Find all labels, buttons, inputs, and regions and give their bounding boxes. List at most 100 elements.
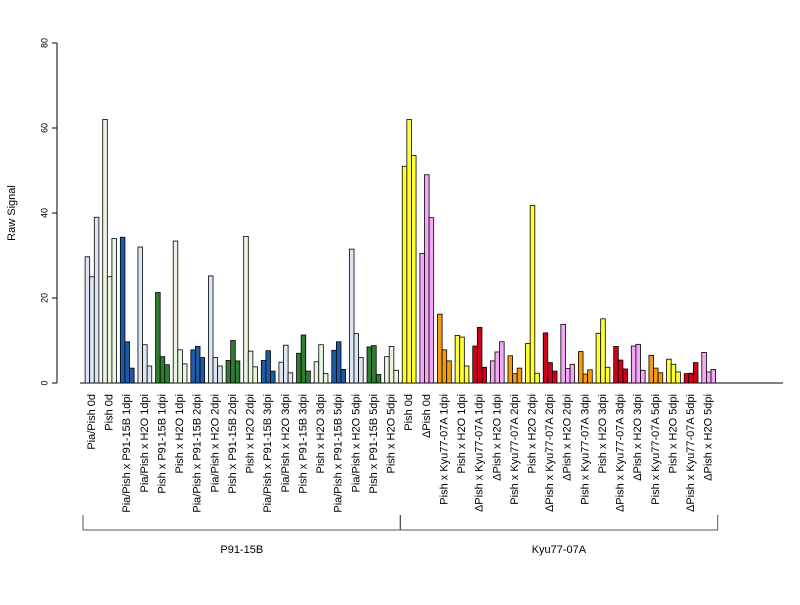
bar bbox=[424, 174, 430, 384]
bar bbox=[542, 332, 549, 384]
bar bbox=[595, 332, 602, 384]
bar bbox=[587, 369, 593, 384]
bar bbox=[411, 155, 417, 384]
category-label: Pia/Pish x P91-15B 2dpi bbox=[192, 394, 204, 513]
category-label: ΔPish x H2O 5dpi bbox=[703, 394, 715, 481]
category-label: Pish x P91-15B 3dpi bbox=[297, 394, 309, 494]
bar bbox=[358, 357, 364, 384]
bar bbox=[489, 360, 496, 384]
category-label: ΔPish x H2O 1dpi bbox=[491, 394, 503, 481]
bar bbox=[243, 235, 249, 384]
bar bbox=[300, 334, 307, 384]
bar bbox=[119, 236, 126, 384]
bar bbox=[318, 344, 324, 384]
bar bbox=[388, 346, 395, 384]
bar bbox=[155, 292, 161, 384]
bar bbox=[516, 367, 523, 384]
bar bbox=[547, 362, 553, 384]
group-brackets: P91-15B Kyu77-07A bbox=[82, 515, 719, 556]
bar bbox=[177, 349, 183, 384]
bar bbox=[283, 344, 289, 384]
bar bbox=[582, 373, 589, 384]
bar bbox=[287, 372, 294, 384]
bar bbox=[225, 360, 232, 384]
bar bbox=[260, 360, 267, 384]
bar bbox=[142, 344, 148, 384]
category-label: Pish x H2O 2dpi bbox=[527, 394, 539, 473]
bar bbox=[560, 323, 566, 384]
y-tick-label: 0 bbox=[39, 380, 49, 385]
bar bbox=[93, 216, 100, 384]
bar bbox=[617, 359, 624, 384]
bar bbox=[419, 252, 425, 384]
category-label: Pia/Pish x H2O 2dpi bbox=[209, 394, 221, 492]
bars bbox=[80, 119, 783, 384]
y-tick-label: 80 bbox=[39, 38, 49, 48]
bar bbox=[393, 369, 399, 384]
bar bbox=[106, 276, 113, 384]
bar bbox=[322, 373, 329, 384]
bar bbox=[428, 217, 435, 384]
category-label: ΔPish 0d bbox=[421, 394, 433, 438]
bar bbox=[230, 340, 236, 384]
bar bbox=[247, 350, 254, 384]
category-label: Pish x H2O 1dpi bbox=[456, 394, 468, 473]
bar bbox=[578, 351, 584, 384]
bar bbox=[305, 370, 311, 384]
bar bbox=[692, 362, 699, 384]
bar bbox=[688, 372, 694, 384]
bar bbox=[507, 355, 513, 384]
bar bbox=[217, 365, 223, 384]
bar bbox=[270, 370, 276, 384]
category-label: Pia/Pish 0d bbox=[86, 394, 98, 450]
bar bbox=[296, 352, 302, 384]
category-labels: Pia/Pish 0d Pish 0d Pia/Pish x P91-15B 1dp… bbox=[86, 394, 715, 513]
bar bbox=[512, 373, 518, 384]
bar bbox=[525, 343, 531, 384]
bar bbox=[600, 318, 606, 384]
bar bbox=[401, 165, 408, 384]
bar bbox=[340, 368, 346, 384]
bar bbox=[384, 356, 390, 384]
bar bbox=[534, 372, 540, 384]
bar bbox=[265, 350, 271, 384]
bar bbox=[335, 341, 342, 384]
bar bbox=[159, 356, 166, 384]
bar bbox=[437, 313, 443, 384]
bar bbox=[375, 374, 382, 384]
bar bbox=[234, 360, 241, 384]
bar bbox=[630, 345, 637, 384]
bar bbox=[129, 367, 135, 384]
bar bbox=[181, 363, 188, 384]
bar bbox=[670, 363, 677, 384]
bar bbox=[199, 357, 206, 384]
group-label: P91-15B bbox=[220, 544, 263, 556]
bar bbox=[666, 358, 672, 384]
bar bbox=[190, 349, 196, 384]
bar bbox=[137, 246, 143, 384]
category-label: Pish x H2O 5dpi bbox=[667, 394, 679, 473]
bar bbox=[111, 238, 117, 384]
bar bbox=[172, 240, 179, 384]
bar bbox=[441, 349, 448, 384]
bar bbox=[499, 341, 505, 384]
bar bbox=[529, 204, 536, 384]
bar bbox=[446, 360, 452, 384]
bar bbox=[463, 365, 470, 384]
group-label: Kyu77-07A bbox=[532, 544, 587, 556]
bar bbox=[348, 248, 355, 384]
category-label: Pish x P91-15B 1dpi bbox=[156, 394, 168, 494]
category-label: Pia/Pish x H2O 5dpi bbox=[350, 394, 362, 492]
y-axis: 0 20 40 60 80 bbox=[39, 38, 58, 386]
category-label: Pish x H2O 1dpi bbox=[174, 394, 186, 473]
category-label: Pia/Pish x H2O 1dpi bbox=[139, 394, 151, 492]
category-label: Pish x H2O 3dpi bbox=[597, 394, 609, 473]
bar bbox=[89, 276, 95, 384]
bar bbox=[331, 349, 337, 384]
bar bbox=[683, 373, 690, 384]
bar bbox=[635, 343, 641, 384]
bar bbox=[195, 346, 201, 384]
category-label: ΔPish x Kyu77-07A 1dpi bbox=[474, 394, 486, 512]
bar bbox=[102, 119, 108, 384]
bar bbox=[146, 365, 153, 384]
